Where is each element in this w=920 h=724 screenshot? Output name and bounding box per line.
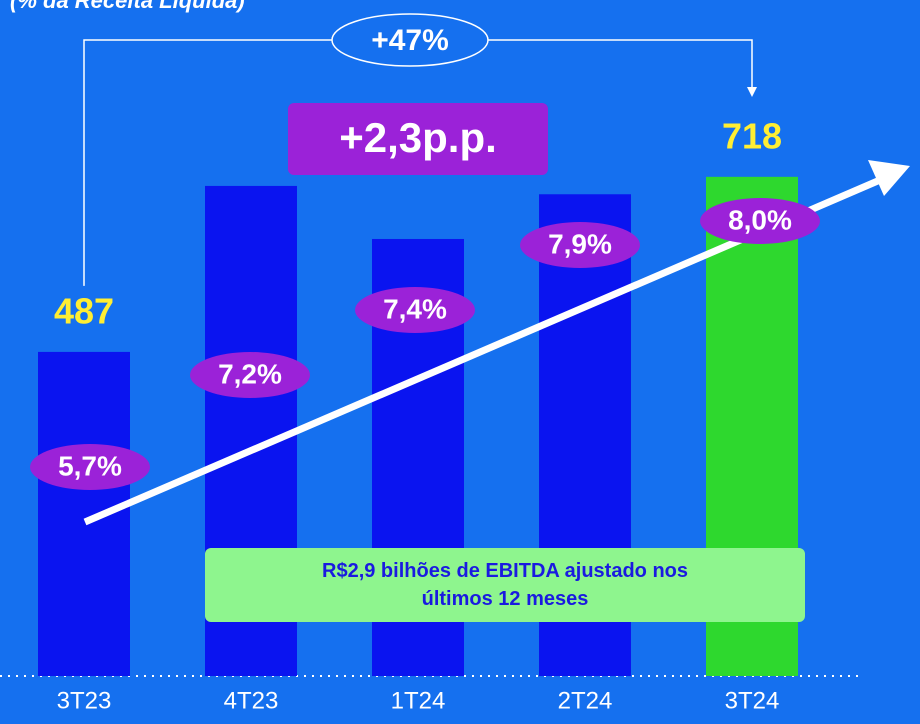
x-tick-label: 4T23 bbox=[224, 687, 279, 714]
margin-label: 7,9% bbox=[548, 228, 612, 259]
margin-label: 8,0% bbox=[728, 204, 792, 235]
x-tick-label: 1T24 bbox=[391, 687, 446, 714]
margin-change-label: +2,3p.p. bbox=[339, 114, 497, 161]
margin-bubble bbox=[520, 222, 640, 268]
margin-bubble bbox=[190, 352, 310, 398]
margin-change-box bbox=[288, 103, 548, 175]
value-label: 718 bbox=[722, 115, 782, 156]
x-tick-label: 3T24 bbox=[725, 687, 780, 714]
margin-bubble bbox=[355, 287, 475, 333]
note-box bbox=[205, 548, 805, 622]
margin-bubble bbox=[700, 198, 820, 244]
margin-label: 7,4% bbox=[383, 293, 447, 324]
trend-arrow-head bbox=[868, 160, 910, 196]
margin-label: 5,7% bbox=[58, 450, 122, 481]
margin-bubble bbox=[30, 444, 150, 490]
x-tick-label: 3T23 bbox=[57, 687, 112, 714]
value-label: 487 bbox=[54, 290, 114, 331]
margin-label: 7,2% bbox=[218, 358, 282, 389]
growth-label: +47% bbox=[371, 24, 449, 57]
growth-badge bbox=[331, 13, 489, 67]
chart-title: (% da Receita Líquida) bbox=[10, 0, 245, 13]
x-tick-label: 2T24 bbox=[558, 687, 613, 714]
bar bbox=[38, 351, 130, 676]
note-label: R$2,9 bilhões de EBITDA ajustado nos últi… bbox=[322, 560, 688, 610]
